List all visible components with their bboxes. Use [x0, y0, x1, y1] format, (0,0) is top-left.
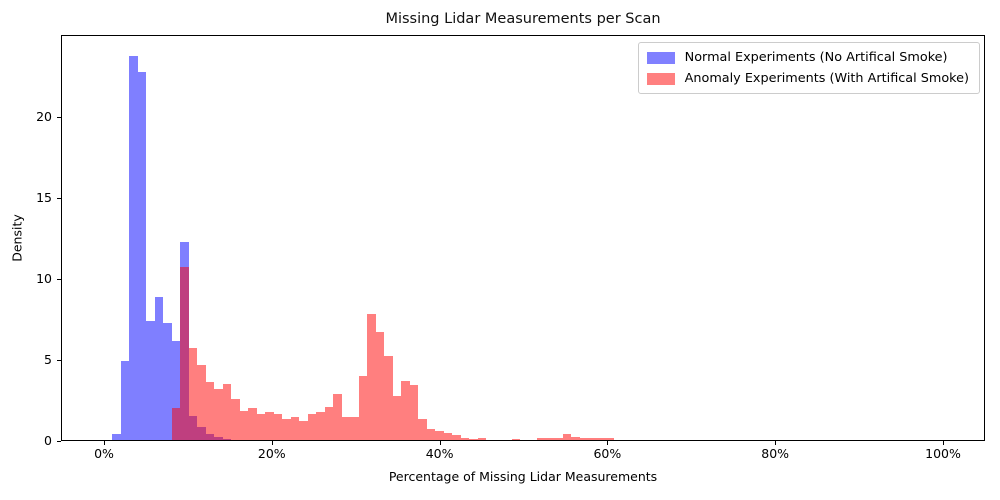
y-tick-mark [57, 117, 61, 118]
histogram-bar-anomaly [580, 437, 588, 440]
y-tick-label: 10 [36, 271, 52, 286]
histogram-bar-anomaly [257, 414, 265, 440]
chart-title: Missing Lidar Measurements per Scan [385, 11, 661, 27]
histogram-bar-anomaly [274, 414, 282, 440]
y-tick-mark [57, 198, 61, 199]
x-tick-label: 80% [761, 446, 790, 461]
x-tick-mark [271, 441, 273, 445]
y-tick-label: 0 [44, 433, 52, 448]
histogram-bar-normal [138, 71, 146, 440]
legend-swatch-anomaly-icon [646, 72, 675, 85]
x-tick-label: 0% [94, 446, 114, 461]
histogram-bar-normal [172, 341, 180, 440]
histogram-bar-anomaly [367, 313, 376, 440]
histogram-bar-anomaly [282, 418, 291, 440]
y-axis-label: Density [9, 214, 25, 262]
histogram-bar-anomaly [435, 430, 444, 440]
plot-area [61, 35, 985, 441]
histogram-bar-anomaly [291, 417, 299, 440]
histogram-bar-anomaly [588, 438, 597, 440]
x-tick-label: 20% [257, 446, 286, 461]
histogram-bar-anomaly [469, 439, 478, 440]
y-tick-label: 15 [36, 190, 52, 205]
histogram-bar-normal [121, 360, 129, 440]
histogram-bar-anomaly [571, 436, 580, 440]
histogram-bar-anomaly [605, 438, 614, 440]
y-tick-label: 20 [36, 109, 52, 124]
y-tick-label: 5 [44, 352, 52, 367]
x-tick-mark [775, 441, 777, 445]
histogram-bar-anomaly [172, 408, 180, 440]
histogram-bar-anomaly [478, 438, 486, 440]
histogram-bar-anomaly [240, 410, 248, 440]
histogram-bar-anomaly [350, 417, 359, 440]
x-axis-label: Percentage of Missing Lidar Measurements [388, 469, 658, 484]
histogram-bar-anomaly [563, 433, 571, 440]
histogram-bar-normal [155, 297, 163, 440]
histogram-bar-anomaly [418, 418, 427, 440]
x-tick-label: 100% [925, 446, 961, 461]
x-tick-label: 40% [425, 446, 454, 461]
histogram-bar-anomaly [359, 375, 367, 440]
legend-swatch-normal-icon [646, 51, 675, 64]
x-tick-mark [439, 441, 441, 445]
histogram-bar-anomaly [206, 381, 214, 440]
histogram-bar-anomaly [597, 438, 605, 440]
legend-item-anomaly: Anomaly Experiments (With Artifical Smok… [646, 70, 969, 87]
histogram-bar-anomaly [231, 399, 240, 440]
histogram-bar-anomaly [189, 347, 197, 440]
histogram-bar-anomaly [333, 394, 342, 440]
histogram-bar-anomaly [537, 438, 546, 440]
histogram-bar-anomaly [512, 438, 520, 440]
y-tick-mark [57, 360, 61, 361]
histogram-bar-anomaly [342, 417, 350, 440]
x-tick-label: 60% [593, 446, 622, 461]
legend: Normal Experiments (No Artifical Smoke) … [637, 42, 980, 94]
histogram-bar-anomaly [265, 411, 274, 440]
histogram-bar-anomaly [410, 384, 418, 440]
legend-label-normal: Normal Experiments (No Artifical Smoke) [684, 50, 948, 65]
histogram-bar-anomaly [444, 433, 452, 440]
histogram-bar-anomaly [308, 414, 316, 440]
legend-item-normal: Normal Experiments (No Artifical Smoke) [646, 49, 969, 66]
histogram-bar-normal [163, 323, 172, 440]
histogram-bar-anomaly [401, 380, 410, 440]
legend-label-anomaly: Anomaly Experiments (With Artifical Smok… [684, 71, 969, 86]
histogram-bar-anomaly [299, 420, 308, 440]
x-tick-mark [607, 441, 609, 445]
histogram-bar-anomaly [248, 408, 257, 440]
histogram-bar-anomaly [197, 365, 206, 440]
histogram-bar-anomaly [316, 412, 325, 440]
histogram-bar-anomaly [554, 438, 563, 440]
histogram-bar-anomaly [452, 434, 461, 440]
histogram-bar-anomaly [376, 332, 384, 440]
histogram-bar-anomaly [393, 395, 401, 440]
x-tick-mark [104, 441, 105, 445]
histogram-bar-normal [112, 434, 121, 440]
x-tick-mark [943, 441, 944, 445]
histogram-bar-anomaly [461, 438, 469, 440]
histogram-bar-anomaly [325, 407, 333, 440]
histogram-bar-normal [146, 320, 155, 440]
y-tick-mark [57, 441, 61, 442]
histogram-bar-anomaly [427, 428, 435, 440]
y-tick-mark [57, 279, 61, 280]
histogram-bar-anomaly [214, 388, 223, 440]
histogram-bar-anomaly [180, 267, 189, 440]
histogram-bar-anomaly [546, 437, 554, 440]
histogram-bar-normal [129, 56, 138, 440]
histogram-bar-anomaly [223, 383, 231, 440]
histogram-bar-anomaly [384, 355, 393, 440]
